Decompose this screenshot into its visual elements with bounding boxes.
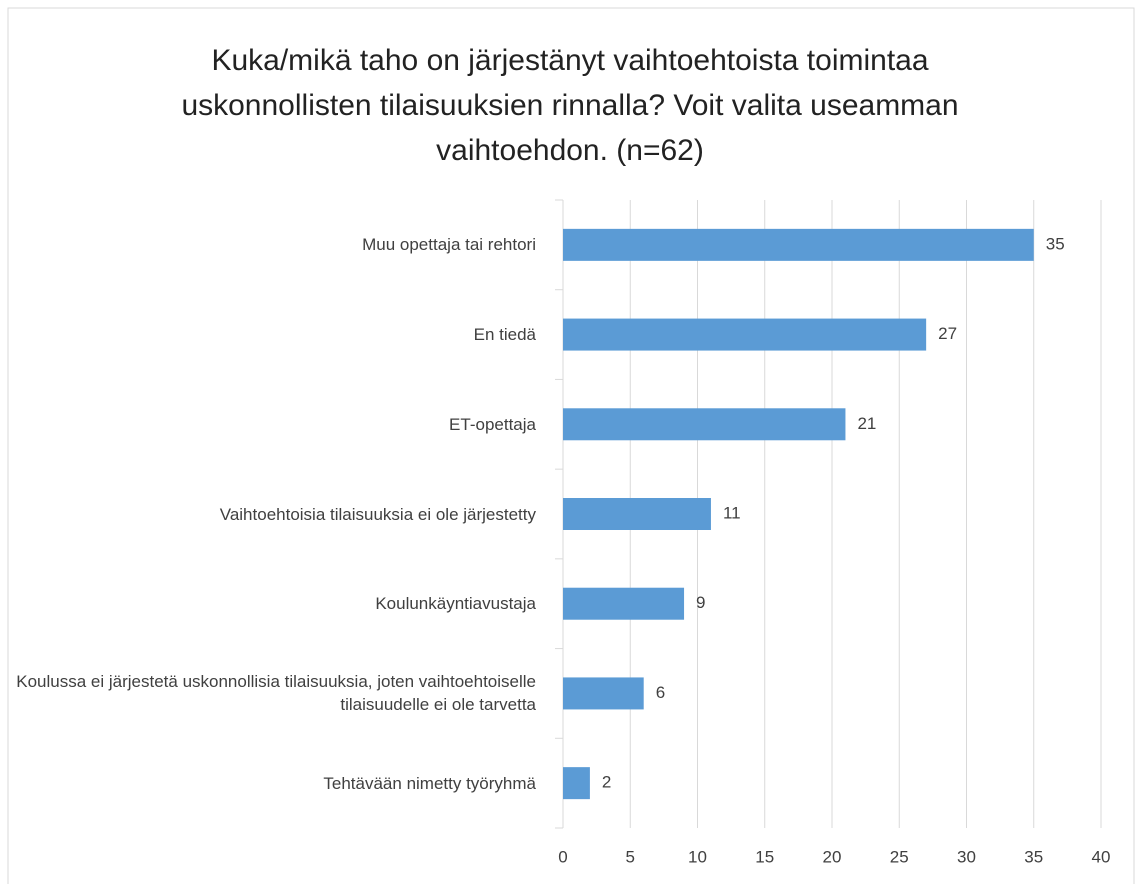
bar — [563, 587, 685, 620]
x-tick-label: 30 — [957, 847, 976, 866]
y-tick-label: En tiedä — [473, 325, 536, 345]
data-label: 6 — [656, 683, 665, 702]
bar — [563, 228, 1034, 261]
y-tick-label: Vaihtoehtoisia tilaisuuksia ei ole järje… — [219, 504, 536, 524]
x-tick-label: 0 — [558, 847, 567, 866]
y-tick-label: ET-opettaja — [449, 414, 536, 434]
y-tick-label: Tehtävään nimetty työryhmä — [323, 773, 536, 793]
bar — [563, 498, 711, 530]
data-label: 2 — [602, 773, 611, 792]
data-label: 35 — [1046, 234, 1065, 253]
bar — [563, 677, 644, 710]
x-tick-label: 10 — [688, 847, 707, 866]
bar — [563, 408, 846, 441]
x-tick-label: 40 — [1092, 847, 1111, 866]
x-tick-label: 35 — [1024, 847, 1043, 866]
x-tick-label: 25 — [890, 847, 909, 866]
y-tick-label: Koulunkäyntiavustaja — [375, 594, 536, 614]
bar — [563, 318, 927, 351]
data-label: 9 — [696, 593, 705, 612]
x-tick-label: 20 — [823, 847, 842, 866]
x-tick-label: 5 — [626, 847, 635, 866]
y-tick-label: Koulussa ei järjestetä uskonnollisia til… — [16, 672, 536, 715]
data-label: 21 — [857, 414, 876, 433]
y-tick-label: Muu opettaja tai rehtori — [362, 235, 536, 255]
data-label: 27 — [938, 324, 957, 343]
data-label: 11 — [723, 503, 741, 522]
bar — [563, 767, 590, 800]
chart-title: Kuka/mikä taho on järjestänyt vaihtoehto… — [181, 44, 959, 167]
x-tick-label: 15 — [755, 847, 774, 866]
chart-border — [7, 7, 1135, 884]
